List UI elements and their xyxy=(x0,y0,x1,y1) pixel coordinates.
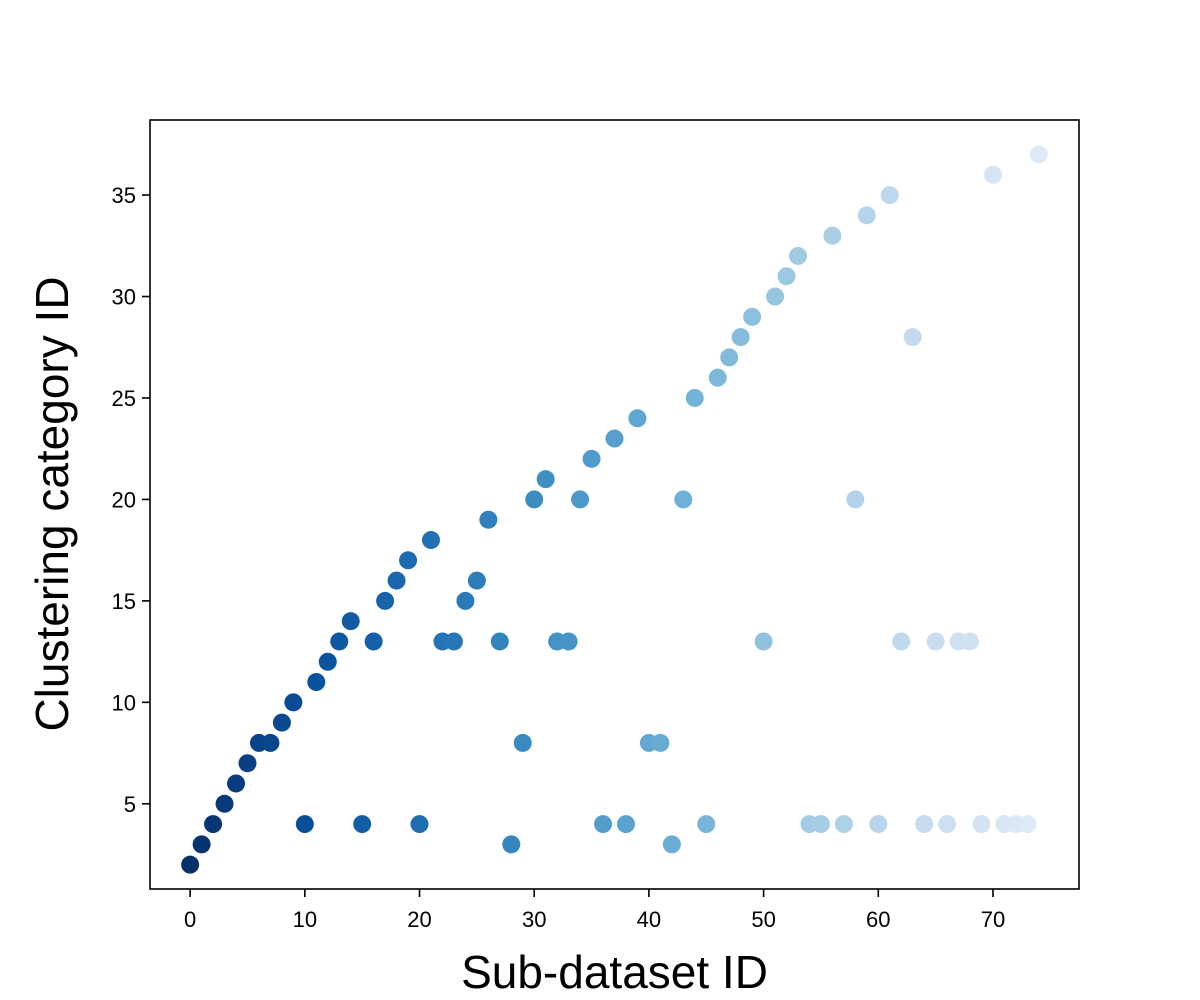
x-tick-label: 50 xyxy=(751,907,775,932)
scatter-point xyxy=(582,449,601,468)
scatter-point xyxy=(571,490,590,509)
scatter-point xyxy=(467,571,486,590)
scatter-point xyxy=(479,510,498,529)
scatter-point xyxy=(204,815,223,834)
scatter-point xyxy=(364,632,383,651)
y-tick-label: 30 xyxy=(112,285,136,310)
scatter-point xyxy=(823,226,842,245)
scatter-point xyxy=(731,328,750,347)
y-tick-label: 20 xyxy=(112,487,136,512)
scatter-point xyxy=(697,815,716,834)
scatter-point xyxy=(789,246,808,265)
x-tick-label: 10 xyxy=(293,907,317,932)
scatter-point xyxy=(307,673,326,692)
scatter-point xyxy=(1029,145,1048,164)
scatter-point xyxy=(605,429,624,448)
scatter-point xyxy=(261,733,280,752)
scatter-point xyxy=(284,693,303,712)
y-tick-label: 10 xyxy=(112,690,136,715)
scatter-point xyxy=(594,815,613,834)
scatter-point xyxy=(227,774,246,793)
x-tick-label: 60 xyxy=(866,907,890,932)
scatter-point xyxy=(685,388,704,407)
scatter-point xyxy=(903,328,922,347)
scatter-point xyxy=(983,165,1002,184)
scatter-point xyxy=(834,815,853,834)
scatter-point xyxy=(869,815,888,834)
x-tick-label: 30 xyxy=(522,907,546,932)
x-tick-label: 0 xyxy=(184,907,196,932)
scatter-point xyxy=(846,490,865,509)
scatter-point xyxy=(215,794,234,813)
scatter-point xyxy=(628,409,647,428)
scatter-point xyxy=(318,652,337,671)
scatter-point xyxy=(444,632,463,651)
scatter-point xyxy=(651,733,670,752)
y-tick-label: 15 xyxy=(112,589,136,614)
scatter-point xyxy=(811,815,830,834)
y-axis-title: Clustering category ID xyxy=(26,276,78,731)
scatter-point xyxy=(456,591,475,610)
scatter-point xyxy=(926,632,945,651)
x-tick-label: 20 xyxy=(407,907,431,932)
scatter-point xyxy=(708,368,727,387)
scatter-point xyxy=(1018,815,1037,834)
plot-frame xyxy=(149,119,1080,890)
y-tick-label: 35 xyxy=(112,183,136,208)
scatter-point xyxy=(513,733,532,752)
scatter-point xyxy=(662,835,681,854)
y-tick-label: 5 xyxy=(124,792,136,817)
scatter-point xyxy=(777,267,796,286)
points-layer xyxy=(181,145,1048,874)
scatter-point xyxy=(857,206,876,225)
scatter-point xyxy=(961,632,980,651)
scatter-point xyxy=(387,571,406,590)
scatter-point xyxy=(720,348,739,367)
scatter-point xyxy=(490,632,509,651)
scatter-point xyxy=(353,815,372,834)
x-axis: 0 10 20 30 40 50 60 70 xyxy=(184,889,1005,932)
scatter-point xyxy=(766,287,785,306)
x-axis-title: Sub-dataset ID xyxy=(461,946,768,998)
scatter-point xyxy=(674,490,693,509)
scatter-point xyxy=(341,612,360,631)
y-tick-label: 25 xyxy=(112,386,136,411)
scatter-point xyxy=(272,713,291,732)
scatter-point xyxy=(880,186,899,205)
scatter-point xyxy=(525,490,544,509)
scatter-point xyxy=(972,815,991,834)
scatter-point xyxy=(616,815,635,834)
scatter-point xyxy=(892,632,911,651)
scatter-point xyxy=(399,551,418,570)
y-axis: 5 10 15 20 25 30 35 xyxy=(112,183,150,817)
x-tick-label: 70 xyxy=(981,907,1005,932)
scatter-point xyxy=(376,591,395,610)
scatter-point xyxy=(536,470,555,489)
scatter-point xyxy=(410,815,429,834)
scatter-point xyxy=(743,307,762,326)
scatter-point xyxy=(559,632,578,651)
scatter-point xyxy=(915,815,934,834)
scatter-point xyxy=(238,754,257,773)
scatter-point xyxy=(421,531,440,550)
x-tick-label: 40 xyxy=(637,907,661,932)
scatter-point xyxy=(502,835,521,854)
scatter-point xyxy=(192,835,211,854)
scatter-point xyxy=(938,815,957,834)
scatter-point xyxy=(754,632,773,651)
scatter-point xyxy=(295,815,314,834)
scatter-point xyxy=(330,632,349,651)
scatter-point xyxy=(181,855,200,874)
